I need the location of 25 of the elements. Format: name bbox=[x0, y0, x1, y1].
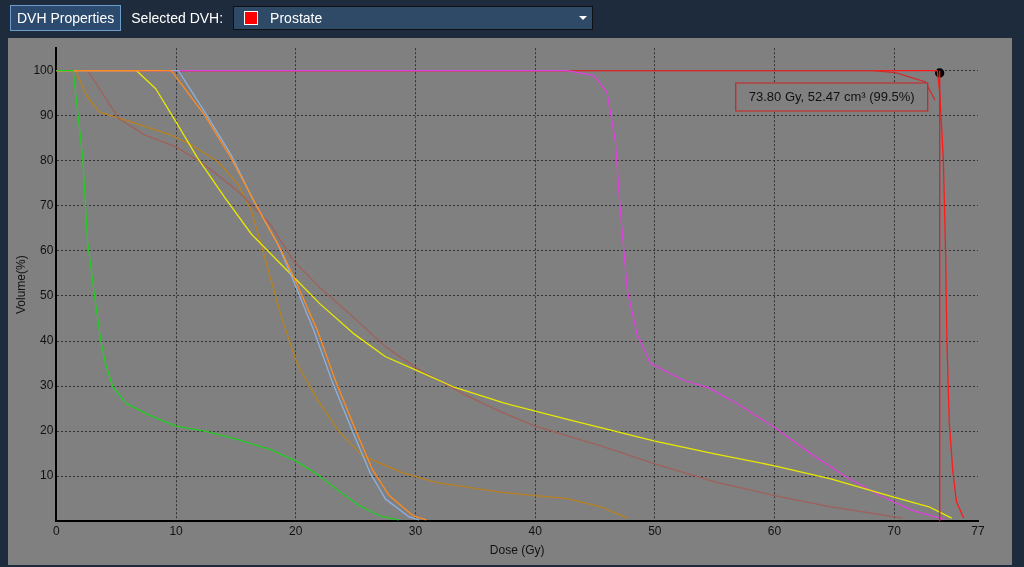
annotation: 73.80 Gy, 52.47 cm³ (99.5%) bbox=[748, 88, 915, 104]
x-tick-label: 70 bbox=[887, 523, 902, 538]
text: Selected DVH: bbox=[131, 10, 224, 26]
x-axis-title: Dose (Gy) bbox=[489, 543, 545, 558]
y-axis-title: Volume(%) bbox=[13, 255, 28, 315]
y-tick-label: 30 bbox=[40, 378, 54, 393]
x-tick-label: 50 bbox=[648, 523, 662, 538]
x-tick-label: 10 bbox=[169, 523, 184, 538]
y-tick-label: 100 bbox=[33, 63, 54, 78]
y-tick-label: 10 bbox=[40, 468, 54, 483]
text: Prostate bbox=[270, 10, 324, 26]
x-tick-label: 77 bbox=[971, 523, 985, 538]
x-tick-label: 0 bbox=[53, 523, 61, 538]
x-tick-label: 20 bbox=[289, 523, 303, 538]
y-tick-label: 50 bbox=[40, 288, 54, 303]
x-tick-label: 30 bbox=[408, 523, 423, 538]
y-tick-label: 90 bbox=[40, 108, 54, 123]
x-tick-label: 60 bbox=[767, 523, 782, 538]
text: DVH Properties bbox=[10, 5, 122, 31]
y-tick-label: 40 bbox=[40, 333, 54, 348]
y-tick-label: 20 bbox=[40, 423, 54, 438]
x-tick-label: 40 bbox=[528, 523, 543, 538]
y-tick-label: 60 bbox=[40, 243, 54, 258]
y-tick-label: 80 bbox=[40, 153, 54, 168]
y-tick-label: 70 bbox=[40, 198, 54, 213]
